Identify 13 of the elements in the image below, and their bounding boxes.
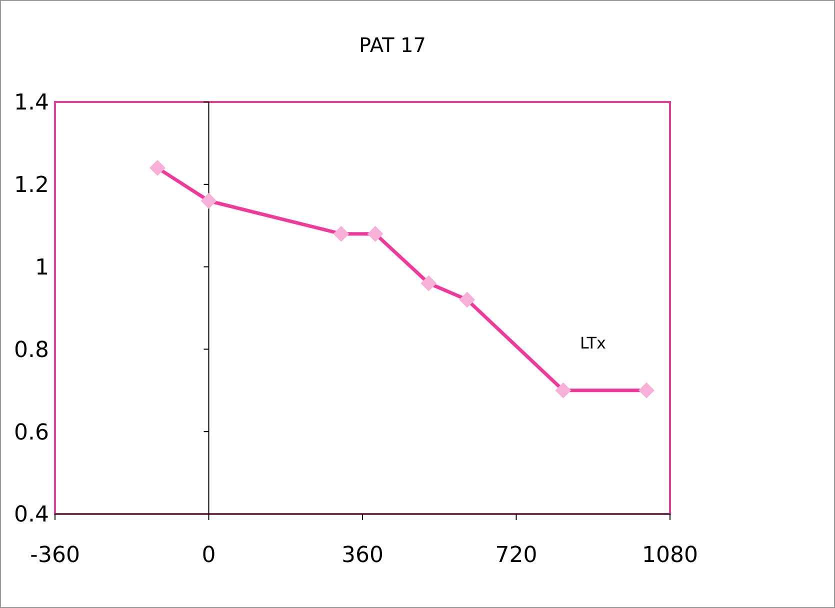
x-tick-label: 1080 xyxy=(642,543,698,568)
y-tick-label: 0.6 xyxy=(14,420,49,446)
y-tick-label: 1.4 xyxy=(14,90,49,116)
x-tick-label: -360 xyxy=(30,543,80,568)
x-tick-label: 0 xyxy=(202,543,216,568)
y-tick-label: 0.8 xyxy=(14,338,49,363)
chart-title: PAT 17 xyxy=(359,33,426,57)
y-tick-label: 0.4 xyxy=(14,502,49,528)
x-tick-label: 720 xyxy=(495,543,538,568)
x-tick-label: 360 xyxy=(342,543,384,568)
annotation: LTx xyxy=(580,334,606,353)
y-tick-label: 1.2 xyxy=(14,173,49,198)
y-tick-label: 1 xyxy=(35,256,49,280)
